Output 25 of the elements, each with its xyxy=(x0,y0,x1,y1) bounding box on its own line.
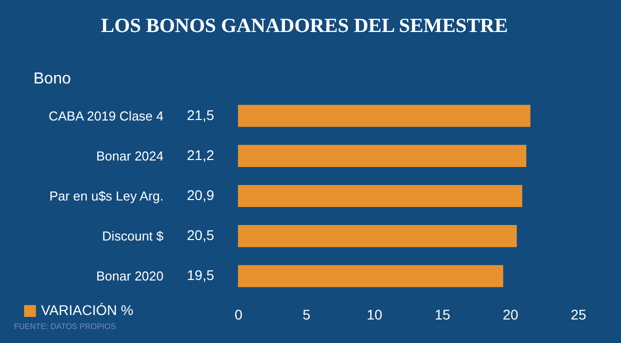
x-tick-label: 5 xyxy=(302,306,311,322)
text: 21,2 xyxy=(186,147,214,163)
x-tick-label: 20 xyxy=(502,306,518,322)
y-tick-label: CABA 2019 Clase 4 xyxy=(48,108,164,124)
x-tick-label: 10 xyxy=(366,306,382,322)
bar xyxy=(238,184,522,208)
x-tick-label: 0 xyxy=(234,306,243,322)
y-tick-label: Discount $ xyxy=(102,228,164,244)
bar xyxy=(238,104,530,127)
y-tick-label: Bonar 2024 xyxy=(96,148,164,164)
y-tick-label: Bonar 2020 xyxy=(96,268,164,284)
text: 20,5 xyxy=(186,227,214,243)
text: 19,5 xyxy=(186,267,214,283)
x-tick-label: 25 xyxy=(570,306,586,322)
y-tick-label: Par en u$s Ley Arg. xyxy=(49,188,164,204)
text: 20,9 xyxy=(186,187,214,203)
bar xyxy=(238,144,526,167)
x-tick-label: 15 xyxy=(434,306,450,322)
chart-title: LOS BONOS GANADORES DEL SEMESTRE xyxy=(101,15,508,37)
text: 21,5 xyxy=(186,107,214,123)
bar xyxy=(238,265,504,288)
source-note: FUENTE: DATOS PROPIOS xyxy=(14,322,116,331)
y-axis-title: Bono xyxy=(34,70,71,88)
bar xyxy=(238,225,517,248)
legend-label: VARIACIÓN % xyxy=(41,302,134,318)
